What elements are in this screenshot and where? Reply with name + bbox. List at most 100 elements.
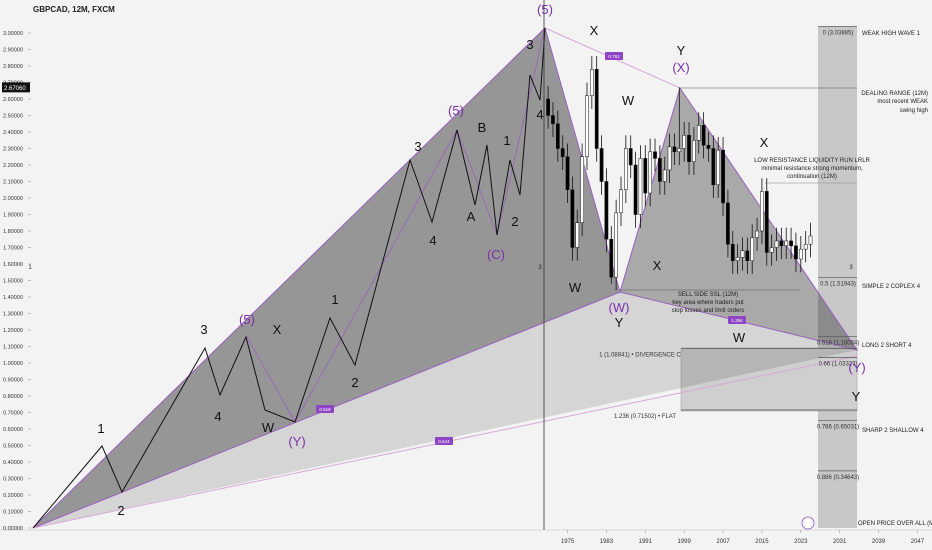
wave-label: 2	[117, 503, 124, 518]
note: key area where traders put	[672, 300, 744, 306]
candle-body	[609, 239, 614, 278]
ratio-tag-label: 1.394	[731, 318, 743, 323]
wave-label: (W)	[609, 300, 630, 315]
wave-label: 2	[351, 375, 358, 390]
wave-label: 1	[503, 133, 510, 148]
fib-label: 1 (1.08841) • DIVERGENCE C	[599, 352, 681, 358]
note: SELL SIDE SSL (12M)	[678, 292, 738, 298]
y-tick-label: 0.40000	[3, 460, 23, 466]
wave-label: 3	[200, 322, 207, 337]
candle-body	[750, 237, 755, 261]
note: LOW RESISTANCE LIQUIDITY RUN LRLR	[754, 158, 870, 164]
note: SHARP 2 SHALLOW 4	[862, 428, 924, 434]
wave-label: (Y)	[288, 434, 305, 449]
wave-label: (Y)	[848, 360, 865, 375]
wave-label: (5)	[537, 2, 553, 17]
wave-label: 4	[429, 233, 436, 248]
candle-body	[594, 69, 599, 149]
note: DEALING RANGE (12M)	[861, 91, 928, 97]
note: 3	[849, 265, 853, 271]
ratio-tag-label: 0.519	[319, 407, 331, 412]
chart-title: GBPCAD, 12M, FXCM	[33, 5, 115, 14]
candle-body	[589, 69, 594, 96]
y-tick-label: 0.10000	[3, 510, 23, 516]
y-tick-label: 1.20000	[3, 328, 23, 334]
wave-label: W	[262, 420, 275, 435]
candle-body	[760, 191, 764, 232]
fib-label: 0.618 (1.16084)	[817, 340, 859, 346]
y-tick-label: 1.60000	[3, 262, 23, 268]
candle-body	[546, 98, 550, 116]
x-tick-label: 2015	[755, 539, 769, 545]
note: SIMPLE 2 COPLEX 4	[862, 284, 921, 290]
note: minimal resistance strong momentum,	[761, 166, 863, 172]
candle-body	[730, 243, 735, 261]
y-tick-label: 0.90000	[3, 378, 23, 384]
candle-body	[555, 123, 560, 149]
candle-body	[575, 222, 580, 248]
y-tick-label: 0.50000	[3, 444, 23, 450]
candle-body	[692, 140, 696, 162]
wave-label: (5)	[448, 103, 464, 118]
wave-label: A	[467, 209, 476, 224]
fib-label: 1.236 (0.71502) • FLAT	[614, 414, 676, 420]
y-tick-label: 2.30000	[3, 147, 23, 153]
y-tick-label: 1.40000	[3, 295, 23, 301]
candle-body	[648, 151, 653, 194]
ratio-tag	[605, 52, 623, 60]
candle-body	[667, 146, 672, 171]
wave-line	[32, 27, 546, 529]
y-tick-label: 0.30000	[3, 477, 23, 483]
candle-body	[803, 243, 808, 250]
wave-label: 4	[536, 107, 543, 122]
x-tick-label: 2031	[833, 539, 847, 545]
candle-body	[687, 135, 691, 162]
y-tick-label: 0.00000	[3, 526, 23, 532]
x-tick-label: 1983	[600, 539, 614, 545]
x-tick-label: 2047	[911, 539, 925, 545]
wave-label: X	[653, 258, 662, 273]
candle-body	[633, 164, 638, 215]
price-tag	[2, 82, 30, 93]
wave-label: (X)	[672, 60, 689, 75]
fib-label: 0.886 (0.34643)	[817, 475, 859, 481]
y-tick-label: 1.30000	[3, 312, 23, 318]
y-tick-label: 0.80000	[3, 394, 23, 400]
candle-body	[745, 250, 750, 261]
wave-label: 1	[331, 292, 338, 307]
candle-body	[706, 144, 711, 149]
y-tick-label: 1.00000	[3, 361, 23, 367]
candle-body	[658, 158, 662, 182]
candle-body	[643, 158, 648, 194]
wave-label: B	[478, 120, 487, 135]
wave-label: Y	[615, 315, 624, 330]
fib-label: 0.5 (1.51943)	[820, 281, 856, 287]
candle-body	[638, 158, 643, 215]
candle-body	[619, 189, 623, 214]
candle-body	[677, 148, 682, 153]
wave-label: W	[733, 330, 746, 345]
x-tick-label: 2007	[716, 539, 730, 545]
wave-label: X	[760, 135, 769, 150]
note: 1	[28, 265, 32, 271]
candle-body	[711, 148, 716, 186]
candle-body	[662, 169, 667, 182]
fib-label: 0.66 (1.03327)	[818, 362, 857, 368]
candle-body	[628, 148, 633, 166]
note: LONG 2 SHORT 4	[862, 343, 912, 349]
candle-body	[570, 189, 575, 248]
wave-label: 2	[511, 214, 518, 229]
y-tick-label: 1.50000	[3, 279, 23, 285]
y-tick-label: 2.00000	[3, 196, 23, 202]
wave-label: 4	[214, 409, 221, 424]
y-tick-label: 2.60000	[3, 97, 23, 103]
y-tick-label: 1.10000	[3, 345, 23, 351]
ratio-tag	[728, 316, 746, 324]
wave-label: X	[273, 322, 282, 337]
y-tick-label: 2.10000	[3, 180, 23, 186]
candle-body	[808, 235, 813, 245]
y-tick-label: 3.00000	[3, 31, 23, 37]
x-tick-label: 1975	[561, 539, 575, 545]
ratio-tag-label: 0.644	[438, 439, 450, 444]
